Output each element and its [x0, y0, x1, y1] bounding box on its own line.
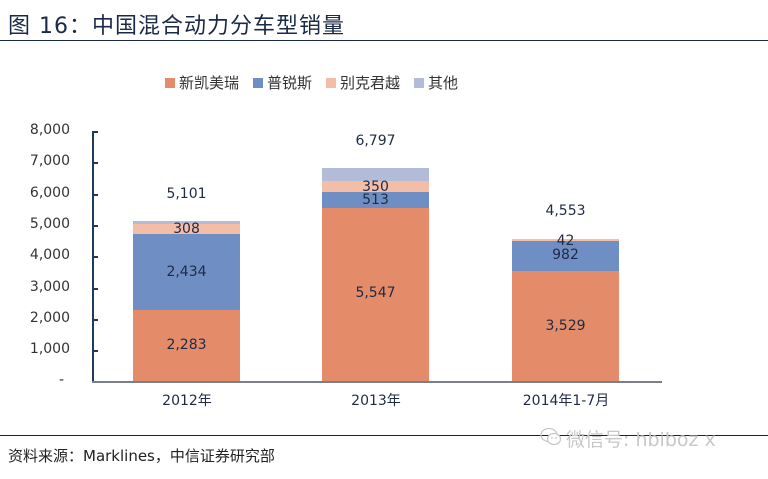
- legend-swatch-prius: [253, 77, 264, 88]
- segment-label-camry: 2,283: [166, 337, 207, 353]
- legend-swatch-lacrosse: [326, 77, 337, 88]
- y-tick-label: 1,000: [29, 341, 70, 357]
- legend-item-prius: 普锐斯: [253, 72, 312, 93]
- y-tick-label: 4,000: [29, 247, 70, 263]
- segment-label-lacrosse: 42: [556, 233, 575, 249]
- legend-swatch-other: [414, 77, 425, 88]
- segment-camry: [322, 208, 429, 382]
- bar-2013: [322, 168, 429, 382]
- segment-prius: [512, 241, 619, 271]
- y-tick: [92, 350, 98, 352]
- title-divider: [0, 40, 768, 41]
- y-tick-label: -: [58, 372, 64, 388]
- y-tick: [92, 256, 98, 258]
- legend-item-other: 其他: [414, 72, 458, 93]
- watermark-text: 微信号: hbiboz x: [566, 429, 716, 451]
- segment-label-prius: 513: [362, 192, 389, 208]
- segment-other: [133, 221, 240, 224]
- segment-camry: [512, 271, 619, 382]
- segment-label-lacrosse: 350: [362, 179, 389, 195]
- bar-total-label: 4,553: [545, 203, 586, 219]
- wechat-icon: [540, 427, 562, 451]
- segment-label-lacrosse: 308: [173, 221, 200, 237]
- y-tick-label: 5,000: [29, 216, 70, 232]
- legend-label: 别克君越: [340, 74, 401, 92]
- segment-label-camry: 5,547: [355, 285, 396, 301]
- y-tick-label: 8,000: [29, 122, 70, 138]
- legend-item-camry: 新凯美瑞: [165, 72, 239, 93]
- chart-title: 图 16：中国混合动力分车型销量: [8, 14, 345, 39]
- legend-label: 普锐斯: [267, 74, 313, 92]
- y-tick: [92, 225, 98, 227]
- segment-lacrosse: [133, 224, 240, 234]
- legend-label: 新凯美瑞: [179, 74, 240, 92]
- legend: 新凯美瑞 普锐斯 别克君越 其他: [165, 72, 458, 93]
- x-tick-label: 2013年: [351, 393, 401, 409]
- bar-2012: [133, 221, 240, 382]
- segment-prius: [133, 234, 240, 310]
- x-tick-label: 2012年: [162, 393, 212, 409]
- bar-2014: [512, 239, 619, 382]
- legend-swatch-camry: [165, 77, 175, 88]
- source-note: 资料来源：Marklines，中信证券研究部: [8, 447, 275, 465]
- segment-label-prius: 2,434: [166, 264, 207, 280]
- segment-prius: [322, 192, 429, 208]
- y-tick: [92, 131, 98, 133]
- y-tick: [92, 288, 98, 290]
- bar-total-label: 5,101: [166, 186, 207, 202]
- segment-lacrosse: [322, 181, 429, 192]
- legend-item-lacrosse: 别克君越: [326, 72, 400, 93]
- source-divider: [0, 435, 768, 436]
- segment-other: [322, 168, 429, 181]
- y-tick-label: 3,000: [29, 279, 70, 295]
- y-tick: [92, 319, 98, 321]
- bar-total-label: 6,797: [355, 133, 396, 149]
- y-tick-label: 2,000: [29, 310, 70, 326]
- x-axis: [92, 381, 662, 383]
- y-tick: [92, 162, 98, 164]
- y-tick-label: 7,000: [29, 153, 70, 169]
- y-tick: [92, 194, 98, 196]
- watermark: 微信号: hbiboz x: [540, 425, 716, 452]
- segment-label-prius: 982: [552, 247, 579, 263]
- segment-label-camry: 3,529: [545, 318, 586, 334]
- x-tick-label: 2014年1-7月: [522, 393, 610, 409]
- y-tick-label: 6,000: [29, 185, 70, 201]
- legend-label: 其他: [428, 74, 459, 92]
- segment-camry: [133, 310, 240, 382]
- segment-lacrosse: [512, 239, 619, 241]
